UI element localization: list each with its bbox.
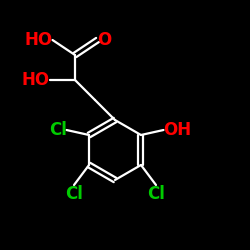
Text: OH: OH [164, 121, 192, 139]
Text: Cl: Cl [65, 185, 83, 203]
Text: O: O [98, 31, 112, 49]
Text: Cl: Cl [49, 121, 66, 139]
Text: HO: HO [22, 71, 50, 89]
Text: HO: HO [24, 31, 52, 49]
Text: Cl: Cl [147, 185, 165, 203]
